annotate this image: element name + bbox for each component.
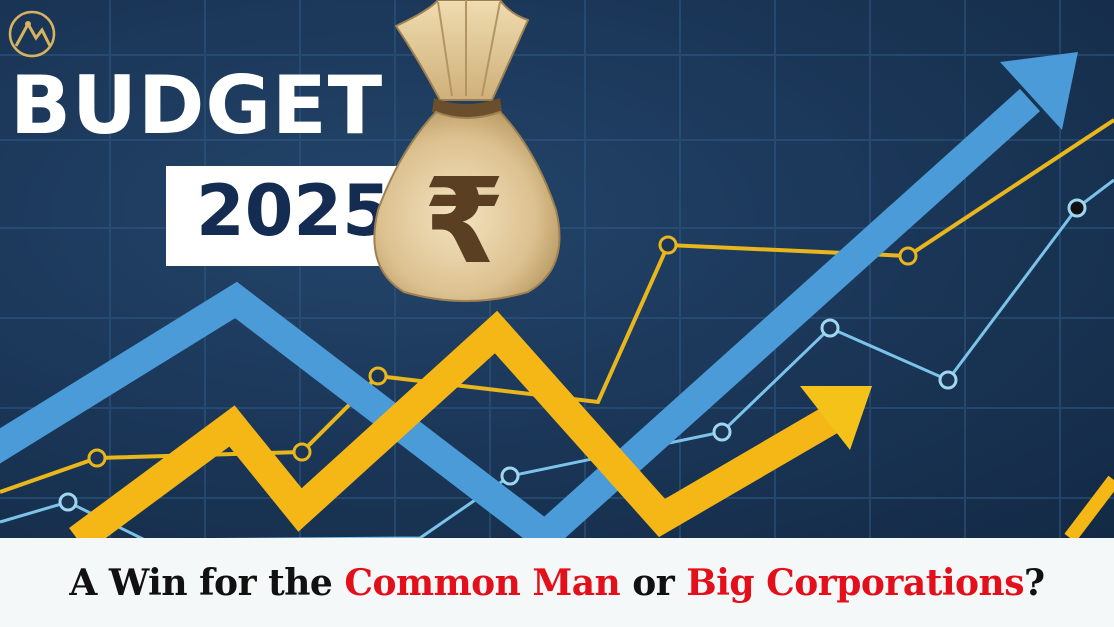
rupee-icon: ₹ [423,152,505,290]
chart-background [0,0,1114,538]
budget-heading: BUDGET [10,59,384,152]
year-box [166,166,404,266]
caption-part1: A Win for the [69,561,345,604]
money-bag-icon: ₹ [373,0,561,302]
caption-highlight-common-man: Common Man [344,561,621,604]
hero-graphic: BUDGET 2025 [0,0,1114,538]
caption-bar: A Win for the Common Man or Big Corporat… [0,538,1114,627]
caption-part3: ? [1023,561,1045,604]
yellow-edge-line [1064,475,1114,538]
caption-text: A Win for the Common Man or Big Corporat… [69,561,1045,604]
year-label: 2025 [196,170,391,252]
caption-part2: or [620,561,687,604]
logo-icon [8,10,56,58]
yellow-growth-arrow [69,310,872,538]
caption-highlight-big-corporations: Big Corporations [686,561,1024,604]
